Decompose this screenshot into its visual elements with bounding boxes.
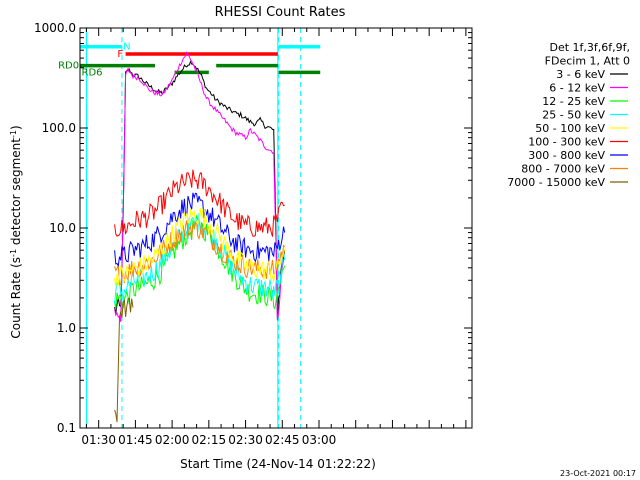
legend-entry-label: 7000 - 15000 keV — [507, 176, 605, 189]
x-tick-label: 02:45 — [265, 433, 300, 447]
y-tick-label: 0.1 — [57, 421, 76, 435]
legend-entry-label: 3 - 6 keV — [556, 68, 605, 81]
y-axis-label: Count Rate (s-1 detector segment-1) — [9, 125, 24, 338]
series-line-8 — [114, 297, 134, 423]
flag-label: RD6 — [82, 67, 103, 78]
series-line-4 — [114, 208, 286, 288]
legend-entry-label: 300 - 800 keV — [528, 149, 605, 162]
legend-entry-label: 800 - 7000 keV — [521, 163, 605, 176]
y-tick-label: 1000.0 — [34, 21, 76, 35]
y-axis: 1000.0 100.0 10.0 1.0 0.1 — [34, 21, 472, 435]
y-tick-label: 10.0 — [49, 221, 76, 235]
x-tick-label: 02:15 — [192, 433, 227, 447]
series-line-1 — [114, 50, 286, 322]
flag-label: N — [123, 42, 130, 53]
y-tick-label: 1.0 — [57, 321, 76, 335]
legend-entry-label: 100 - 300 keV — [528, 136, 605, 149]
chart-title: RHESSI Count Rates — [215, 5, 346, 20]
flag-label: F — [117, 49, 123, 60]
flag-label: RD0 — [58, 61, 79, 72]
x-tick-label: 02:30 — [228, 433, 263, 447]
timestamp: 23-Oct-2021 00:17 — [560, 469, 636, 478]
legend-entry-label: 6 - 12 keV — [549, 82, 605, 95]
legend-header: FDecim 1, Att 0 — [545, 55, 630, 68]
x-axis-label: Start Time (24-Nov-14 01:22:22) — [180, 457, 376, 471]
legend-entry-label: 12 - 25 keV — [542, 95, 605, 108]
series-line-5 — [114, 169, 285, 237]
y-tick-label: 100.0 — [42, 121, 76, 135]
legend-header: Det 1f,3f,6f,9f, — [549, 41, 630, 54]
legend: Det 1f,3f,6f,9f,FDecim 1, Att 03 - 6 keV… — [507, 41, 630, 189]
x-tick-label: 01:30 — [81, 433, 116, 447]
series-lines — [114, 50, 286, 423]
series-line-0 — [114, 60, 286, 319]
series-line-6 — [114, 192, 286, 268]
x-axis: 01:30 01:45 02:00 02:15 02:30 02:45 03:00 — [81, 28, 467, 447]
x-tick-label: 02:00 — [155, 433, 190, 447]
x-tick-label: 01:45 — [118, 433, 153, 447]
legend-entry-label: 50 - 100 keV — [535, 122, 605, 135]
legend-entry-label: 25 - 50 keV — [542, 109, 605, 122]
x-tick-label: 03:00 — [302, 433, 337, 447]
